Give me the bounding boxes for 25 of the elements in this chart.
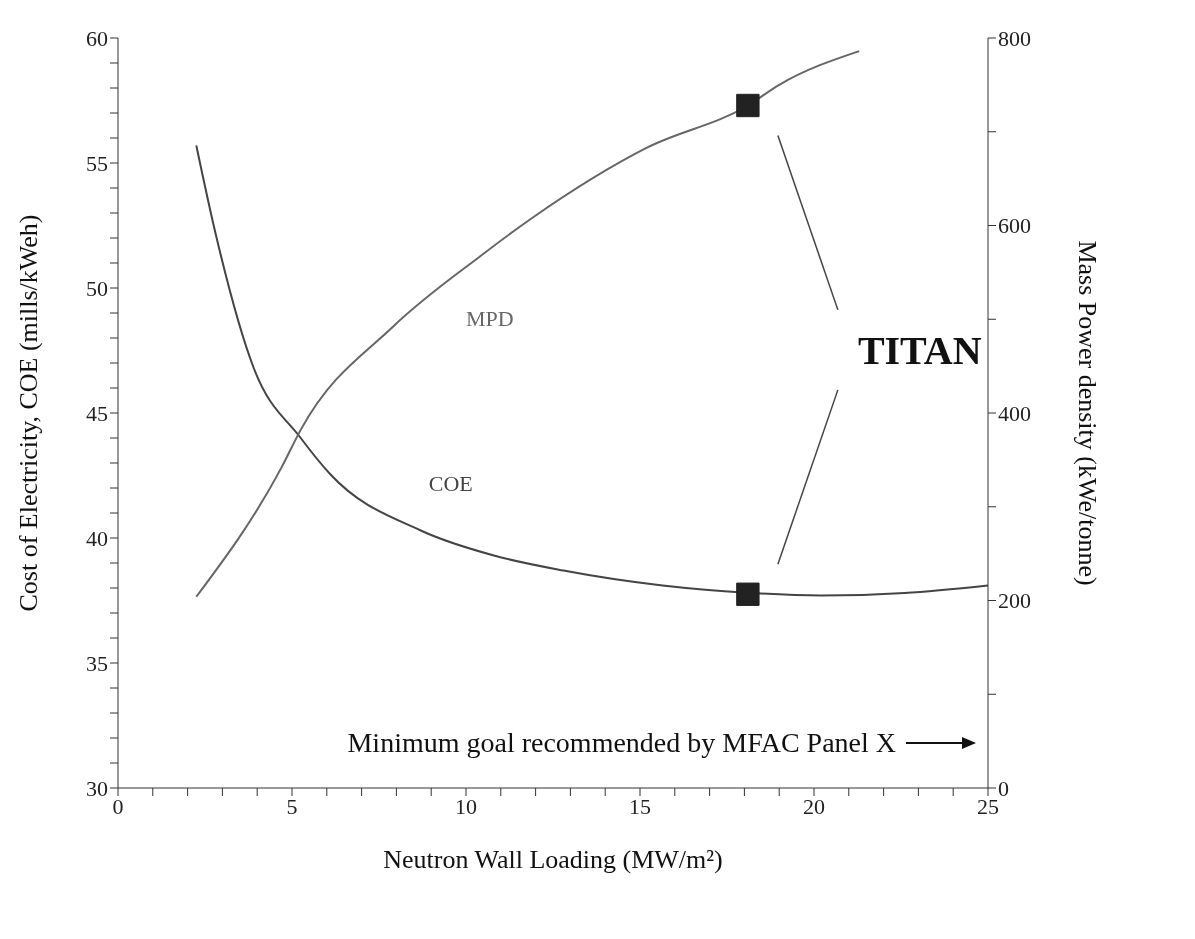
x-tick-label: 15 [629,793,651,819]
y2-tick-label: 200 [998,588,1031,614]
y-tick-label: 55 [86,150,108,176]
y2-tick-label: 800 [998,25,1031,51]
y-tick-label: 60 [86,25,108,51]
x-tick-label: 25 [977,793,999,819]
y-tick-label: 50 [86,275,108,301]
y2-axis-title: Mass Power density (kWe/tonne) [1072,240,1102,586]
y2-tick-label: 400 [998,400,1031,426]
y-axis-title: Cost of Electricity, COE (mills/kWeh) [14,214,44,612]
series-label: MPD [466,306,514,332]
y-tick-label: 30 [86,775,108,801]
x-tick-label: 0 [112,793,124,819]
y2-tick-label: 0 [998,775,1009,801]
x-tick-label: 20 [803,793,825,819]
annotation: Minimum goal recommended by MFAC Panel X [347,727,896,758]
y-tick-label: 45 [86,400,108,426]
y-tick-label: 35 [86,650,108,676]
x-axis-title: Neutron Wall Loading (MW/m²) [383,845,723,874]
series-label: COE [428,470,473,496]
y2-tick-label: 600 [998,213,1031,239]
y-tick-label: 40 [86,525,108,551]
annotation: TITAN [857,327,982,373]
x-tick-label: 5 [286,793,298,819]
x-tick-label: 10 [455,793,477,819]
